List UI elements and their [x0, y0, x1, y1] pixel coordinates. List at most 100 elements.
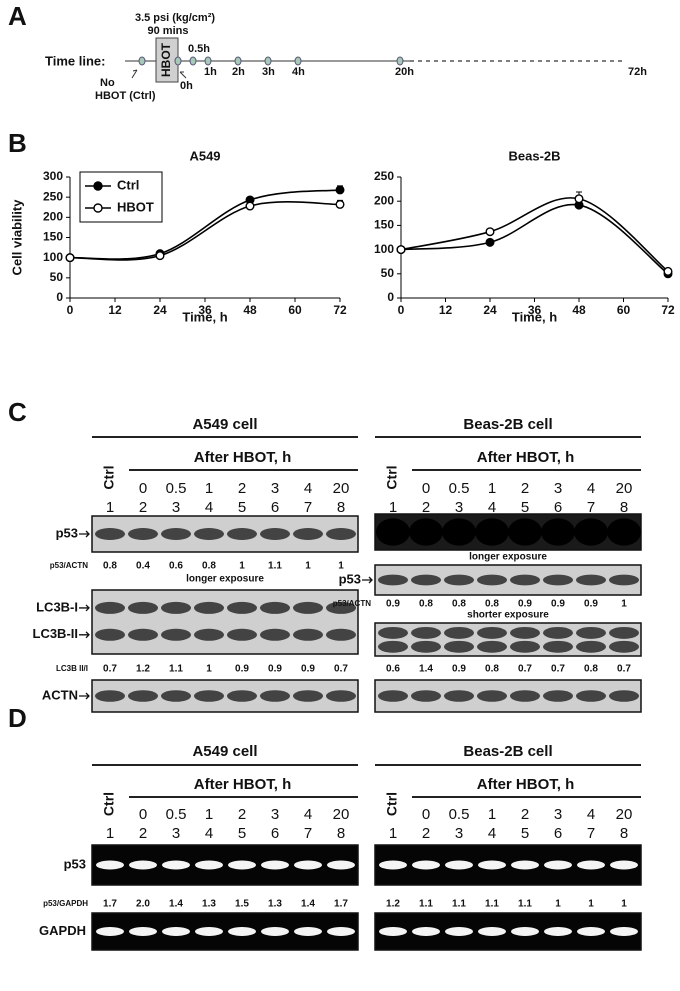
- ratio: 1: [621, 599, 627, 610]
- ratio: 0.8: [202, 561, 216, 572]
- legend-label: Ctrl: [117, 177, 139, 192]
- band: [129, 927, 157, 936]
- ratio: 0.4: [136, 561, 150, 572]
- x-tick-label: 0: [67, 303, 74, 317]
- band: [379, 927, 407, 936]
- band: [294, 860, 322, 870]
- marker: [574, 194, 584, 204]
- ratio: 0.9: [301, 664, 315, 675]
- lane-time: 20: [616, 480, 633, 497]
- band: [293, 690, 323, 702]
- band: [194, 601, 224, 614]
- band: [95, 528, 125, 540]
- band: [576, 626, 606, 639]
- band: [95, 601, 125, 614]
- lane-number: 5: [238, 499, 246, 516]
- legend-marker: [93, 181, 103, 191]
- lane-number: 1: [389, 825, 397, 842]
- ratio: 1: [621, 899, 627, 910]
- band: [161, 528, 191, 540]
- band: [445, 860, 473, 870]
- x-tick-label: 12: [439, 303, 453, 317]
- x-tick-label: 24: [153, 303, 167, 317]
- marker: [396, 245, 406, 255]
- hbot-label: HBOT: [159, 42, 173, 77]
- lane-number: 3: [172, 499, 180, 516]
- lane-time: 3: [271, 480, 279, 497]
- band: [378, 574, 408, 586]
- series-line: [400, 203, 669, 275]
- ratio: 1.4: [419, 664, 433, 675]
- band: [194, 528, 224, 540]
- band: [128, 628, 158, 641]
- ratio: 1: [206, 664, 212, 675]
- lane-number: 7: [304, 825, 312, 842]
- band: [378, 626, 408, 639]
- band: [379, 860, 407, 870]
- time-dot: [189, 56, 197, 66]
- time-label: 1h: [204, 66, 217, 78]
- block-title: A549 cell: [192, 743, 257, 760]
- band: [477, 626, 507, 639]
- lane-number: 4: [488, 499, 496, 516]
- panel-label: A: [8, 1, 27, 31]
- band: [129, 860, 157, 870]
- time-label: 3h: [262, 66, 275, 78]
- lane-number: 1: [106, 499, 114, 516]
- lane-number: 6: [271, 825, 279, 842]
- band: [227, 628, 257, 641]
- band: [576, 640, 606, 653]
- ratio: 1.4: [169, 899, 183, 910]
- band: [444, 640, 474, 653]
- band: [96, 860, 124, 870]
- lane-number: 6: [271, 499, 279, 516]
- band: [442, 518, 476, 546]
- blot: [91, 589, 359, 655]
- lane-time: 2: [521, 806, 529, 823]
- band: [293, 601, 323, 614]
- ratio: 1.2: [386, 899, 400, 910]
- lane-number: 3: [455, 499, 463, 516]
- x-tick-label: 36: [198, 303, 212, 317]
- band: [411, 690, 441, 702]
- band: [162, 927, 190, 936]
- band: [227, 690, 257, 702]
- lane-number: 8: [620, 825, 628, 842]
- ratio: 0.7: [103, 664, 117, 675]
- band: [95, 628, 125, 641]
- band: [544, 860, 572, 870]
- block-title: Beas-2B cell: [463, 743, 552, 760]
- x-tick-label: 0: [398, 303, 405, 317]
- time-dot: [396, 56, 404, 66]
- band: [544, 927, 572, 936]
- band: [261, 860, 289, 870]
- band: [576, 574, 606, 586]
- lane-time: 0.5: [449, 806, 470, 823]
- time-label: 0.5h: [188, 43, 210, 55]
- lane-number: 3: [455, 825, 463, 842]
- lane-time: 0.5: [166, 806, 187, 823]
- lane-time: 3: [554, 480, 562, 497]
- ratio: 0.9: [452, 664, 466, 675]
- timeline-label: Time line:: [45, 53, 105, 68]
- panel-label: C: [8, 397, 27, 427]
- band: [260, 528, 290, 540]
- lane-number: 6: [554, 825, 562, 842]
- lane-time: 1: [488, 480, 496, 497]
- x-tick-label: 72: [661, 303, 675, 317]
- label-arrow: [79, 604, 90, 612]
- time-dot: [138, 56, 146, 66]
- lane-number: 7: [587, 825, 595, 842]
- band: [409, 518, 443, 546]
- ratio: 1.3: [202, 899, 216, 910]
- y-tick-label: 200: [374, 193, 394, 207]
- band: [478, 860, 506, 870]
- ratio: 0.7: [518, 664, 532, 675]
- band: [577, 860, 605, 870]
- lane-time: 20: [333, 480, 350, 497]
- label-arrow: [362, 576, 373, 584]
- legend-box: [79, 171, 163, 223]
- ratio: 0.9: [386, 599, 400, 610]
- ratio: 0.8: [419, 599, 433, 610]
- band: [411, 626, 441, 639]
